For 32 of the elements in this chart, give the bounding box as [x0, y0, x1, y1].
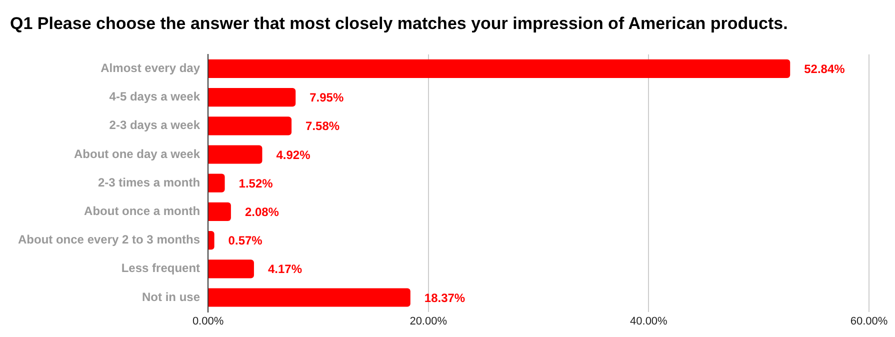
bar: [208, 174, 225, 192]
y-tick-label: 2-3 days a week: [109, 118, 200, 132]
chart-title: Q1 Please choose the answer that most closely matches your impression of American products.: [10, 14, 788, 33]
y-tick-label: 4-5 days a week: [109, 90, 200, 104]
x-tick-label: 40.00%: [630, 315, 668, 328]
y-tick-label: 2-3 times a month: [98, 175, 200, 190]
data-label: 1.52%: [238, 176, 274, 190]
y-tick-label: Less frequent: [121, 261, 200, 276]
y-tick-label: About one day a week: [74, 146, 200, 161]
bar: [208, 59, 790, 78]
data-label: 52.84%: [804, 62, 846, 76]
bar: [208, 145, 262, 164]
y-tick-label: About once every 2 to 3 months: [18, 232, 200, 247]
bar: [208, 88, 296, 107]
x-tick-label: 60.00%: [850, 315, 888, 328]
y-tick-label: Not in use: [142, 290, 200, 304]
y-tick-label: About once a month: [84, 204, 200, 218]
bar: [208, 116, 292, 136]
data-label: 7.95%: [310, 90, 344, 105]
bar: [208, 202, 231, 221]
bar: [208, 260, 254, 278]
data-label: 4.92%: [276, 148, 311, 162]
x-tick-label: 20.00%: [410, 315, 448, 328]
data-label: 2.08%: [244, 205, 280, 220]
x-tick-label: 0.00%: [192, 315, 224, 328]
bar: [208, 231, 214, 250]
y-tick-label: Almost every day: [100, 61, 200, 76]
bar: [208, 288, 410, 307]
data-label: 0.57%: [228, 234, 263, 248]
data-label: 7.58%: [306, 119, 340, 134]
data-label: 18.37%: [424, 290, 466, 305]
data-label: 4.17%: [268, 262, 302, 276]
